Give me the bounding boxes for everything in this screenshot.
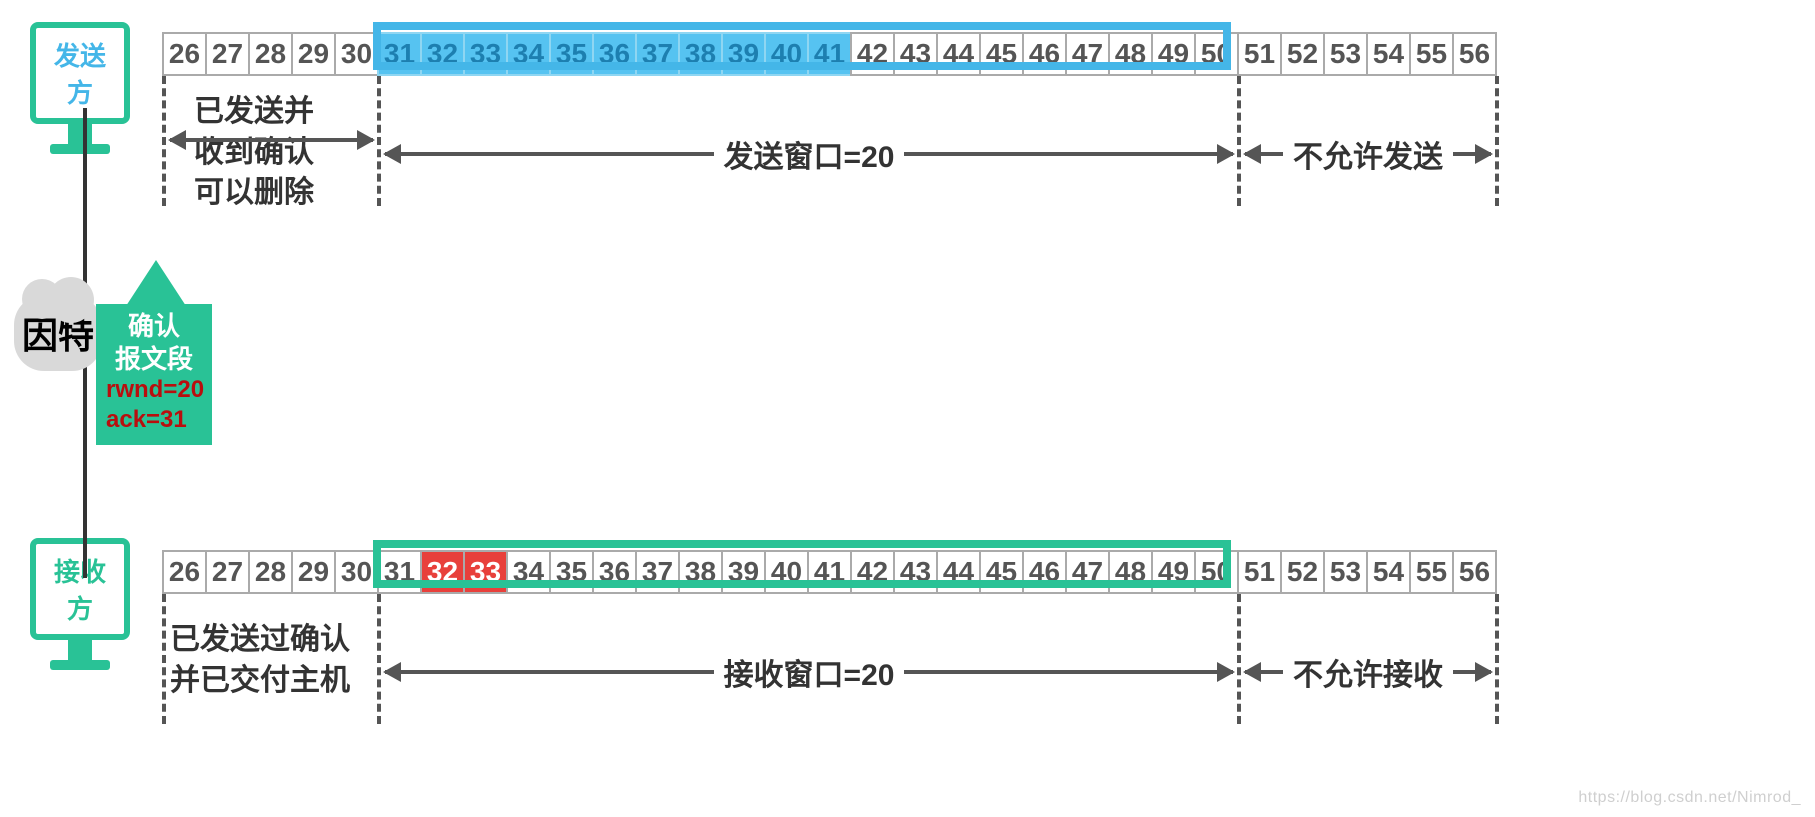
buffer-cell: 42 xyxy=(850,32,895,76)
ack-segment: 确认 报文段 rwnd=20 ack=31 xyxy=(96,304,212,445)
ack-field-rwnd: rwnd=20 xyxy=(102,375,206,405)
buffer-cell: 50 xyxy=(1194,32,1239,76)
buffer-cell: 49 xyxy=(1151,550,1196,594)
buffer-cell: 43 xyxy=(893,550,938,594)
ack-field-ack: ack=31 xyxy=(102,405,206,435)
buffer-cell: 55 xyxy=(1409,32,1454,76)
buffer-cell: 28 xyxy=(248,32,293,76)
receiver-delivered-label: 已发送过确认 并已交付主机 xyxy=(170,620,350,701)
sender-acked-label: 已发送并 收到确认 可以删除 xyxy=(194,92,314,214)
cloud-label: 因特 xyxy=(22,315,94,356)
sender-window-label: 发送窗口=20 xyxy=(714,132,905,176)
buffer-cell: 45 xyxy=(979,550,1024,594)
buffer-cell: 38 xyxy=(678,32,723,76)
buffer-cell: 35 xyxy=(549,550,594,594)
buffer-cell: 34 xyxy=(506,550,551,594)
buffer-cell: 27 xyxy=(205,32,250,76)
buffer-cell: 31 xyxy=(377,550,422,594)
buffer-cell: 48 xyxy=(1108,550,1153,594)
buffer-cell: 46 xyxy=(1022,32,1067,76)
sender-forbidden-range: 不允许发送 xyxy=(1245,132,1491,176)
sender-window-range: 发送窗口=20 xyxy=(385,132,1233,176)
buffer-cell: 56 xyxy=(1452,550,1497,594)
receiver-forbidden-label: 不允许接收 xyxy=(1283,650,1453,694)
internet-cloud: 因特 xyxy=(14,295,102,371)
buffer-cell: 26 xyxy=(162,550,207,594)
buffer-cell: 42 xyxy=(850,550,895,594)
guide-line xyxy=(1495,76,1499,206)
receiver-window-label: 接收窗口=20 xyxy=(714,650,905,694)
buffer-cell: 44 xyxy=(936,32,981,76)
receiver-buffer: 2627282930313233343536373839404142434445… xyxy=(164,550,1497,594)
buffer-cell: 41 xyxy=(807,32,852,76)
buffer-cell: 40 xyxy=(764,550,809,594)
buffer-cell: 35 xyxy=(549,32,594,76)
buffer-cell: 47 xyxy=(1065,550,1110,594)
buffer-cell: 47 xyxy=(1065,32,1110,76)
watermark: https://blog.csdn.net/Nimrod_ xyxy=(1578,789,1801,807)
guide-line xyxy=(1237,76,1241,206)
buffer-cell: 54 xyxy=(1366,32,1411,76)
buffer-cell: 50 xyxy=(1194,550,1239,594)
ack-arrow-icon xyxy=(126,260,186,306)
guide-line xyxy=(162,76,166,206)
buffer-cell: 48 xyxy=(1108,32,1153,76)
buffer-cell: 51 xyxy=(1237,550,1282,594)
buffer-cell: 32 xyxy=(420,32,465,76)
guide-line xyxy=(1237,594,1241,724)
buffer-cell: 40 xyxy=(764,32,809,76)
buffer-cell: 39 xyxy=(721,550,766,594)
buffer-cell: 31 xyxy=(377,32,422,76)
ack-title-1: 确认 xyxy=(102,310,206,343)
buffer-cell: 43 xyxy=(893,32,938,76)
buffer-cell: 53 xyxy=(1323,550,1368,594)
buffer-cell: 36 xyxy=(592,550,637,594)
buffer-cell: 52 xyxy=(1280,32,1325,76)
buffer-cell: 27 xyxy=(205,550,250,594)
buffer-cell: 52 xyxy=(1280,550,1325,594)
buffer-cell: 33 xyxy=(463,32,508,76)
buffer-cell: 28 xyxy=(248,550,293,594)
sender-forbidden-label: 不允许发送 xyxy=(1283,132,1453,176)
receiver-monitor: 接收方 xyxy=(30,538,130,670)
buffer-cell: 45 xyxy=(979,32,1024,76)
buffer-cell: 29 xyxy=(291,32,336,76)
buffer-cell: 34 xyxy=(506,32,551,76)
guide-line xyxy=(377,594,381,724)
buffer-cell: 37 xyxy=(635,32,680,76)
buffer-cell: 30 xyxy=(334,32,379,76)
guide-line xyxy=(1495,594,1499,724)
buffer-cell: 41 xyxy=(807,550,852,594)
buffer-cell: 39 xyxy=(721,32,766,76)
buffer-cell: 56 xyxy=(1452,32,1497,76)
receiver-window-range: 接收窗口=20 xyxy=(385,650,1233,694)
buffer-cell: 30 xyxy=(334,550,379,594)
buffer-cell: 54 xyxy=(1366,550,1411,594)
guide-line xyxy=(377,76,381,206)
sender-buffer: 2627282930313233343536373839404142434445… xyxy=(164,32,1497,76)
buffer-cell: 33 xyxy=(463,550,508,594)
buffer-cell: 51 xyxy=(1237,32,1282,76)
buffer-cell: 49 xyxy=(1151,32,1196,76)
buffer-cell: 55 xyxy=(1409,550,1454,594)
buffer-cell: 26 xyxy=(162,32,207,76)
buffer-cell: 53 xyxy=(1323,32,1368,76)
buffer-cell: 37 xyxy=(635,550,680,594)
buffer-cell: 38 xyxy=(678,550,723,594)
buffer-cell: 29 xyxy=(291,550,336,594)
sender-label: 发送方 xyxy=(30,22,130,124)
buffer-cell: 46 xyxy=(1022,550,1067,594)
receiver-label: 接收方 xyxy=(30,538,130,640)
guide-line xyxy=(162,594,166,724)
buffer-cell: 44 xyxy=(936,550,981,594)
ack-title-2: 报文段 xyxy=(102,343,206,376)
buffer-cell: 36 xyxy=(592,32,637,76)
receiver-forbidden-range: 不允许接收 xyxy=(1245,650,1491,694)
sender-acked-range xyxy=(170,138,373,142)
sender-monitor: 发送方 xyxy=(30,22,130,154)
buffer-cell: 32 xyxy=(420,550,465,594)
